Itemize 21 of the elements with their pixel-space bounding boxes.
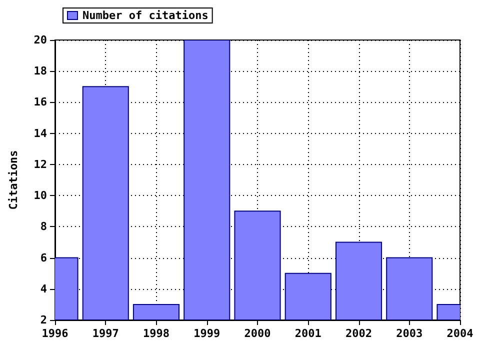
x-tick-label: 2000 bbox=[244, 327, 271, 340]
y-tick-label: 16 bbox=[34, 96, 48, 109]
x-tick-label: 2001 bbox=[294, 327, 322, 340]
y-tick-label: 8 bbox=[40, 220, 47, 234]
y-tick-label: 4 bbox=[40, 282, 48, 296]
y-tick-label: 2 bbox=[40, 314, 47, 326]
legend-label: Number of citations bbox=[82, 9, 208, 22]
x-tick-label: 1998 bbox=[143, 327, 170, 340]
y-tick-label: 18 bbox=[34, 64, 47, 78]
x-tick-label: 2004 bbox=[446, 327, 474, 340]
y-tick-label: 6 bbox=[40, 251, 48, 264]
x-tick-label: 2003 bbox=[396, 327, 423, 340]
y-tick-label: 20 bbox=[34, 34, 47, 46]
x-tick-label: 2002 bbox=[346, 327, 372, 340]
y-tick-label: 12 bbox=[34, 158, 47, 171]
y-axis-title: Citations bbox=[7, 150, 20, 210]
y-tick-label: 10 bbox=[34, 189, 47, 202]
x-tick-label: 1997 bbox=[92, 327, 119, 340]
y-tick-label: 14 bbox=[34, 126, 48, 140]
x-tick-label: 1999 bbox=[194, 327, 220, 340]
x-tick-label: 1996 bbox=[42, 327, 69, 340]
